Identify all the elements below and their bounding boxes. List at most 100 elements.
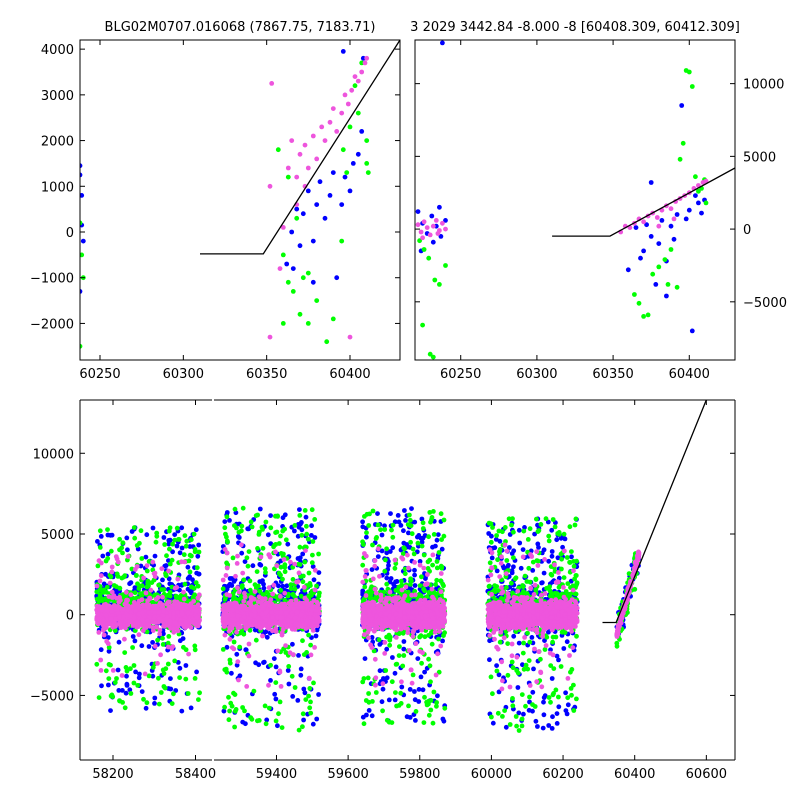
data-point	[309, 620, 315, 626]
data-point	[247, 578, 253, 584]
data-point	[412, 583, 418, 588]
data-point	[278, 572, 283, 578]
data-point	[322, 138, 328, 144]
data-point	[239, 528, 244, 534]
data-point	[259, 524, 265, 530]
data-point	[364, 534, 369, 540]
data-point	[442, 705, 448, 711]
data-point	[392, 697, 398, 703]
data-point	[245, 563, 251, 569]
data-point	[317, 179, 323, 185]
data-point	[150, 603, 156, 609]
data-point	[270, 628, 275, 634]
data-point	[394, 661, 400, 667]
data-point	[95, 563, 101, 569]
data-point	[101, 632, 107, 638]
data-point	[430, 239, 436, 245]
axes-frame	[79, 39, 401, 361]
data-point	[256, 608, 262, 614]
data-point	[108, 604, 113, 610]
data-point	[103, 558, 109, 564]
data-point	[158, 690, 164, 695]
data-point	[179, 525, 185, 531]
data-point	[98, 657, 104, 663]
data-point	[116, 639, 122, 645]
data-point	[298, 603, 304, 609]
y-tick-label: 10000	[743, 78, 784, 93]
data-point	[310, 238, 316, 244]
data-point	[260, 545, 266, 551]
data-point	[656, 223, 662, 229]
data-point	[314, 583, 319, 589]
data-point	[409, 506, 414, 511]
data-point	[246, 641, 252, 647]
data-point	[282, 597, 288, 603]
data-point	[380, 686, 386, 692]
data-point	[293, 621, 299, 626]
data-point	[289, 619, 294, 624]
data-point	[258, 554, 264, 560]
data-point	[355, 110, 361, 116]
data-point	[154, 624, 160, 630]
data-point	[128, 592, 134, 598]
data-point	[122, 601, 128, 607]
data-point	[364, 712, 369, 718]
data-point	[252, 609, 258, 615]
data-point	[426, 701, 431, 707]
data-point	[366, 708, 372, 713]
data-point	[421, 219, 427, 225]
data-point	[443, 218, 448, 223]
data-point	[415, 540, 421, 546]
data-point	[656, 264, 662, 270]
data-point	[234, 651, 240, 657]
data-point	[236, 589, 242, 595]
data-point	[80, 220, 83, 226]
data-point	[171, 629, 177, 635]
data-point	[185, 576, 191, 581]
data-point	[290, 592, 296, 598]
data-point	[312, 587, 318, 593]
data-point	[304, 531, 310, 537]
data-point	[347, 188, 353, 194]
data-point	[135, 581, 140, 587]
data-point	[439, 537, 444, 542]
data-point	[185, 586, 191, 592]
data-point	[130, 634, 136, 639]
data-point	[175, 576, 181, 582]
data-point	[268, 597, 274, 602]
data-point	[106, 676, 112, 681]
data-point	[109, 532, 115, 538]
data-point	[119, 606, 124, 612]
data-point	[166, 568, 172, 574]
data-point	[124, 535, 130, 541]
data-point	[281, 557, 287, 562]
data-point	[424, 225, 430, 231]
data-point	[440, 220, 445, 226]
data-point	[170, 541, 176, 547]
data-point	[128, 691, 134, 696]
data-point	[311, 577, 317, 583]
model-line	[200, 40, 400, 255]
data-point	[227, 708, 233, 714]
data-point	[306, 675, 312, 681]
data-point	[141, 575, 147, 581]
data-point	[365, 170, 371, 176]
data-point	[171, 691, 176, 697]
data-point	[379, 532, 385, 538]
data-point	[137, 540, 142, 546]
data-point	[144, 618, 150, 623]
data-point	[300, 551, 306, 557]
plot-area	[94, 400, 707, 733]
data-point	[235, 613, 241, 619]
data-point	[671, 236, 677, 242]
data-point	[290, 641, 295, 647]
data-point	[97, 578, 103, 584]
data-point	[282, 569, 288, 575]
data-point	[263, 617, 269, 623]
data-point	[402, 508, 407, 513]
data-point	[112, 604, 118, 610]
data-point	[668, 223, 674, 229]
data-point	[124, 683, 130, 688]
data-point	[171, 615, 177, 620]
data-point	[401, 639, 407, 644]
